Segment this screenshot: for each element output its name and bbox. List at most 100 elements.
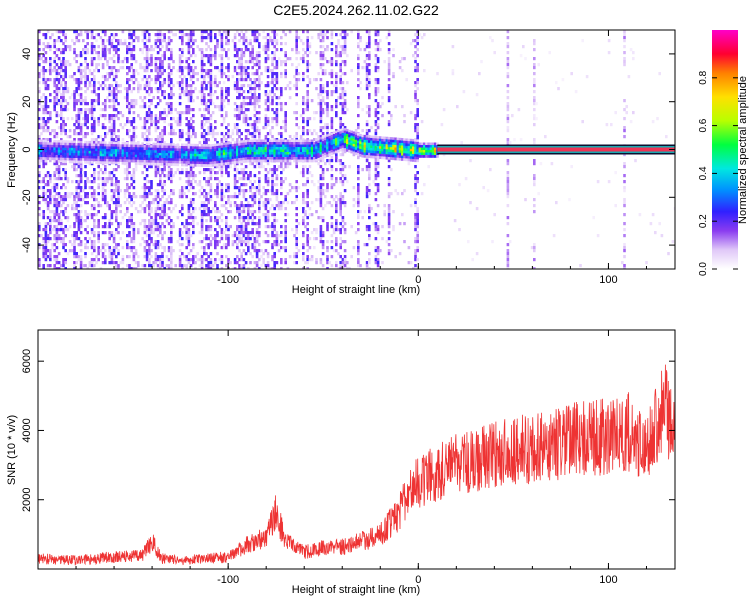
spectrogram-cell — [115, 96, 118, 100]
spectrogram-cell — [139, 195, 142, 199]
spectrogram-cell — [73, 231, 76, 235]
spectrogram-cell — [130, 219, 133, 223]
spectrogram-cell — [220, 69, 224, 73]
spectrogram-cell — [295, 111, 298, 115]
spectrogram-cell — [271, 246, 274, 250]
spectrogram-cell — [286, 139, 290, 143]
spectrogram-cell — [227, 159, 230, 163]
spectrogram-cell — [101, 148, 105, 152]
spectrogram-cell — [79, 129, 83, 133]
spectrogram-cell — [174, 145, 177, 149]
spectrogram-cell — [192, 99, 195, 103]
spectrogram-cell — [170, 111, 173, 115]
spectrogram-cell — [134, 36, 138, 40]
spectrogram-cell — [262, 204, 265, 208]
spectrogram-cell — [156, 142, 160, 146]
spectrogram-cell — [229, 225, 232, 229]
spectrogram-cell — [64, 45, 67, 49]
spectrogram-cell — [130, 102, 133, 106]
spectrogram-cell — [130, 225, 133, 229]
spectrogram-cell — [225, 216, 228, 220]
spectrogram-cell — [163, 189, 166, 193]
spectrogram-cell — [220, 66, 224, 70]
spectrogram-cell — [273, 213, 276, 217]
spectrogram-cell — [181, 160, 184, 164]
spectrogram-cell — [112, 117, 116, 121]
spectrogram-cell — [273, 142, 276, 145]
spectrogram-cell — [117, 48, 120, 52]
spectrogram-cell — [68, 240, 72, 244]
spectrogram-cell — [75, 158, 78, 161]
spectrogram-cell — [209, 183, 213, 187]
spectrogram-cell — [104, 75, 107, 79]
spectrogram-cell — [97, 237, 100, 241]
spectrogram-cell — [249, 96, 252, 100]
spectrogram-cell — [123, 87, 127, 91]
spectrogram-cell — [68, 249, 72, 253]
spectrogram-cell — [79, 54, 83, 58]
spectrogram-cell — [55, 120, 59, 124]
spectrogram-cell — [75, 33, 78, 37]
spectrogram-cell — [260, 165, 263, 169]
spectrogram-cell — [251, 198, 254, 202]
spectrogram-cell — [38, 54, 41, 58]
spectrogram-cell — [187, 228, 191, 232]
spectrogram-cell — [139, 117, 142, 121]
spectrogram-cell — [249, 42, 252, 46]
spectrogram-cell — [264, 231, 268, 235]
spectrogram-cell — [236, 48, 239, 52]
spectrogram-cell — [227, 152, 230, 155]
spectrogram-cell — [159, 162, 162, 166]
spectrogram-cell — [220, 33, 224, 37]
spectrogram-cell — [275, 87, 279, 91]
spectrogram-cell — [214, 148, 217, 152]
spectrogram-cell — [253, 93, 257, 97]
spectrogram-cell — [185, 33, 188, 37]
spectrogram-cell — [130, 75, 133, 79]
spectrogram-cell — [148, 210, 151, 214]
spectrogram-cell — [236, 261, 239, 265]
spectrogram-cell — [148, 138, 151, 142]
spectrogram-cell — [240, 177, 243, 181]
spectrogram-cell — [255, 57, 259, 61]
spectrogram-cell — [295, 78, 298, 82]
spectrogram-cell — [240, 108, 243, 112]
spectrogram-cell — [161, 90, 164, 94]
spectrogram-cell — [79, 168, 83, 172]
spectrogram-cell — [93, 84, 96, 88]
spectrogram-cell — [46, 111, 50, 115]
spectrogram-cell — [156, 207, 160, 211]
spectrogram-cell — [203, 171, 206, 175]
spectrogram-cell — [192, 143, 195, 147]
spectrogram-cell — [240, 171, 243, 175]
spectrogram-cell — [220, 198, 224, 202]
spectrogram-cell — [119, 210, 122, 214]
spectrogram-cell — [123, 96, 127, 100]
spectrogram-cell — [207, 138, 210, 142]
spectrogram-cell — [53, 198, 56, 202]
spectrogram-cell — [104, 195, 107, 199]
spectrogram-cell — [46, 152, 50, 156]
spectrogram-cell — [220, 87, 224, 91]
spectrogram-cell — [38, 152, 41, 155]
spectrogram-cell — [170, 138, 173, 142]
spectrogram-cell — [247, 132, 250, 136]
spectrogram-cell — [66, 90, 70, 94]
spectrogram-cell — [211, 93, 215, 97]
spectrogram-cell — [90, 231, 94, 235]
spectrogram-cell — [161, 171, 164, 175]
spectrogram-cell — [170, 132, 173, 136]
spectrogram-cell — [143, 36, 147, 40]
spectrogram-cell — [134, 252, 138, 256]
spectrogram-cell — [236, 150, 239, 154]
spectrogram-cell — [255, 78, 259, 82]
spectrogram-cell — [247, 219, 250, 223]
spectrogram-cell — [104, 132, 107, 136]
spectrogram-cell — [145, 111, 149, 115]
spectrogram-cell — [53, 90, 56, 94]
spectrogram-cell — [205, 105, 208, 109]
spectrogram-cell — [225, 165, 228, 169]
spectrogram-cell — [167, 222, 171, 226]
spectrogram-cell — [126, 96, 129, 100]
spectrogram-cell — [90, 252, 94, 256]
